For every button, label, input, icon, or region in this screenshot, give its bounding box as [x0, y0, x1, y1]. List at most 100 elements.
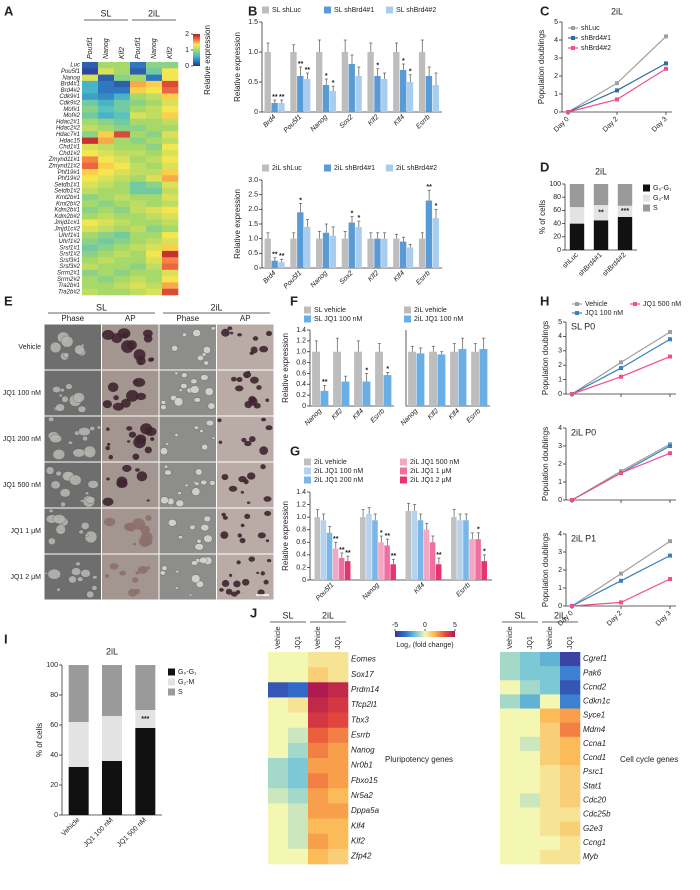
significance: **	[322, 379, 328, 386]
colony	[113, 395, 119, 401]
bar	[320, 390, 329, 406]
bar	[372, 520, 378, 580]
heatmap-cell	[288, 667, 309, 683]
colony	[84, 530, 98, 544]
x-tick-label: Esrrb	[465, 408, 482, 425]
heatmap-cell	[162, 238, 179, 245]
bar-segment	[569, 223, 585, 250]
heatmap-cell	[82, 87, 99, 94]
legend-swatch	[404, 306, 411, 314]
colony	[133, 436, 146, 449]
heatmap-cell	[98, 194, 115, 201]
significance: **	[598, 210, 604, 217]
bar-segment	[135, 710, 156, 728]
heatmap-cell	[82, 162, 99, 170]
colony	[229, 573, 233, 577]
heatmap-cell	[162, 80, 179, 88]
y-tick-label: 1.0	[248, 49, 258, 56]
heatmap-cell	[162, 269, 179, 277]
heatmap-cell	[288, 742, 309, 759]
heatmap-cell	[162, 263, 179, 271]
heatmap-cell	[500, 807, 521, 822]
colony	[87, 480, 99, 489]
heatmap-cell	[98, 282, 115, 290]
heatmap-cell	[288, 727, 309, 744]
significance: ***	[141, 716, 149, 723]
colony	[60, 501, 66, 508]
micrograph	[159, 508, 216, 554]
x-tick-label: Sox2	[338, 114, 354, 130]
bar	[479, 349, 488, 406]
colony	[71, 567, 82, 576]
significance: **	[345, 550, 351, 557]
row-label: Brd4#1	[61, 82, 80, 88]
legend-label: 2iL shBrd4#2	[396, 165, 437, 172]
marker	[619, 366, 623, 371]
heatmap-cell	[146, 137, 163, 145]
bar-segment	[68, 722, 89, 767]
y-tick-label: 3	[558, 443, 562, 450]
heatmap-cell	[114, 181, 131, 189]
colony	[126, 440, 131, 443]
column-label: AP	[240, 314, 251, 323]
bar	[367, 52, 374, 112]
heatmap-cell	[146, 162, 163, 170]
column-group-label: SL	[100, 8, 111, 18]
y-tick-label: 1.2	[296, 338, 306, 345]
heatmap-cell	[82, 213, 99, 220]
legend-label: S	[653, 205, 658, 212]
colony	[92, 575, 98, 580]
bar	[344, 561, 351, 580]
heatmap-cell	[308, 788, 329, 804]
legend-label: SL shBrd4#1	[334, 7, 374, 14]
y-tick-label: 1.5	[248, 19, 258, 26]
colony	[150, 437, 155, 441]
heatmap-cell	[500, 666, 521, 681]
heatmap-cell	[98, 99, 115, 107]
colony	[200, 524, 210, 532]
y-tick-label: 5	[558, 319, 562, 326]
bar	[355, 76, 362, 112]
group-label: 2iL	[210, 302, 222, 312]
bar-segment	[569, 207, 585, 224]
heatmap-cell	[162, 62, 179, 69]
row-label: Luc	[70, 63, 80, 69]
colony	[55, 524, 66, 535]
bar-segment	[593, 220, 609, 250]
bar	[432, 85, 439, 112]
bar	[451, 517, 457, 580]
heatmap-cell	[114, 87, 131, 94]
bar	[393, 238, 400, 268]
bar	[332, 548, 339, 580]
heatmap-cell	[288, 818, 309, 835]
colony	[246, 501, 251, 504]
y-tick-label: 0	[557, 247, 561, 254]
colony	[173, 397, 184, 407]
colony	[72, 392, 85, 403]
colony	[182, 332, 187, 337]
bar	[390, 564, 396, 580]
colony	[52, 386, 61, 393]
colony	[263, 579, 269, 585]
colorbar-label: Relative expression	[203, 25, 212, 95]
y-tick-label: 3	[554, 55, 558, 62]
row-label: Nr0b1	[351, 761, 373, 770]
bar	[418, 238, 426, 268]
row-label: Prdm14	[351, 685, 380, 694]
heatmap-cell	[540, 765, 561, 780]
heatmap-cell	[130, 187, 147, 195]
colony	[178, 535, 183, 540]
heatmap-cell	[114, 219, 131, 227]
colony	[239, 537, 246, 544]
colony	[199, 556, 208, 564]
heatmap-cell	[130, 143, 147, 151]
colony	[160, 447, 168, 456]
bar	[322, 85, 330, 112]
legend-label: 2iL JQ1 1 μM	[410, 468, 452, 475]
colorbar-tick-label: 5	[453, 622, 457, 629]
colony	[116, 479, 128, 489]
row-label: Chd1#1	[59, 145, 80, 151]
heatmap-cell	[114, 175, 131, 182]
row-label: Psrc1	[583, 767, 603, 776]
heatmap-cell	[98, 257, 115, 264]
